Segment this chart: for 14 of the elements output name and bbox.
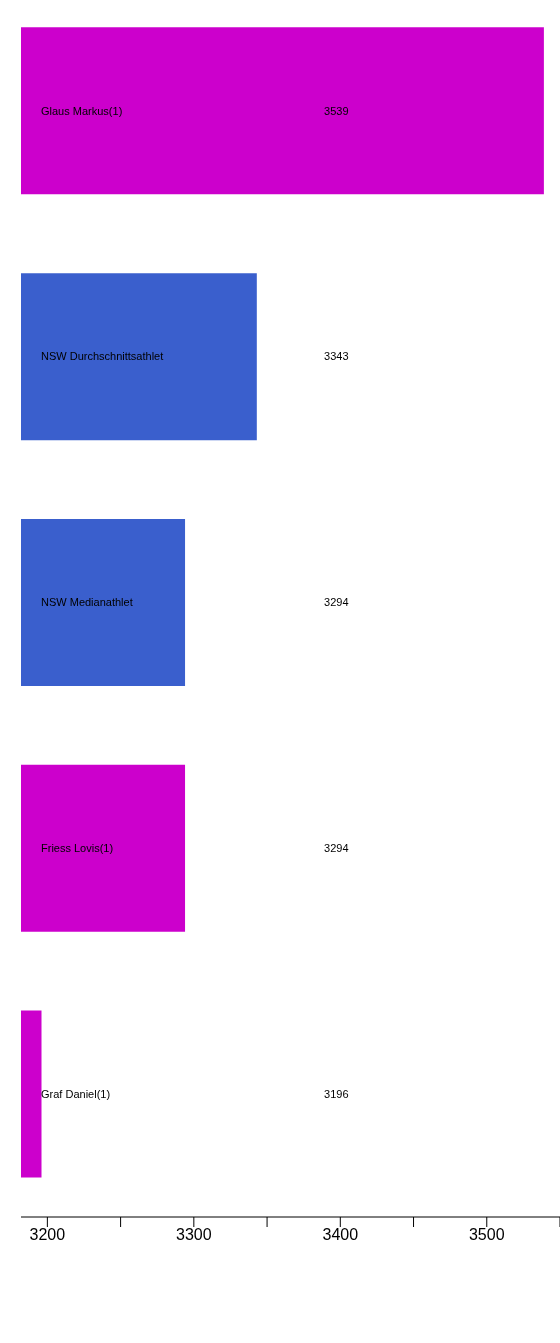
- y-tick-label: NSW Medianathlet: [41, 596, 133, 609]
- x-tick-label: 3200: [29, 1226, 66, 1244]
- data-label: 3294: [324, 842, 349, 855]
- x-tick-label: 3400: [322, 1226, 359, 1244]
- x-tick-label: 3500: [468, 1226, 505, 1244]
- y-tick-label: NSW Durchschnittsathlet: [41, 350, 164, 363]
- x-tick-label: 3300: [176, 1226, 212, 1244]
- y-tick-label: Graf Daniel(1): [41, 1087, 111, 1100]
- data-label: 3343: [324, 350, 349, 363]
- data-label: 3539: [324, 104, 349, 117]
- data-label: 3294: [324, 596, 349, 609]
- y-tick-label: Friess Lovis(1): [41, 842, 114, 855]
- data-label: 3196: [324, 1087, 349, 1100]
- y-tick-label: Glaus Markus(1): [41, 104, 123, 117]
